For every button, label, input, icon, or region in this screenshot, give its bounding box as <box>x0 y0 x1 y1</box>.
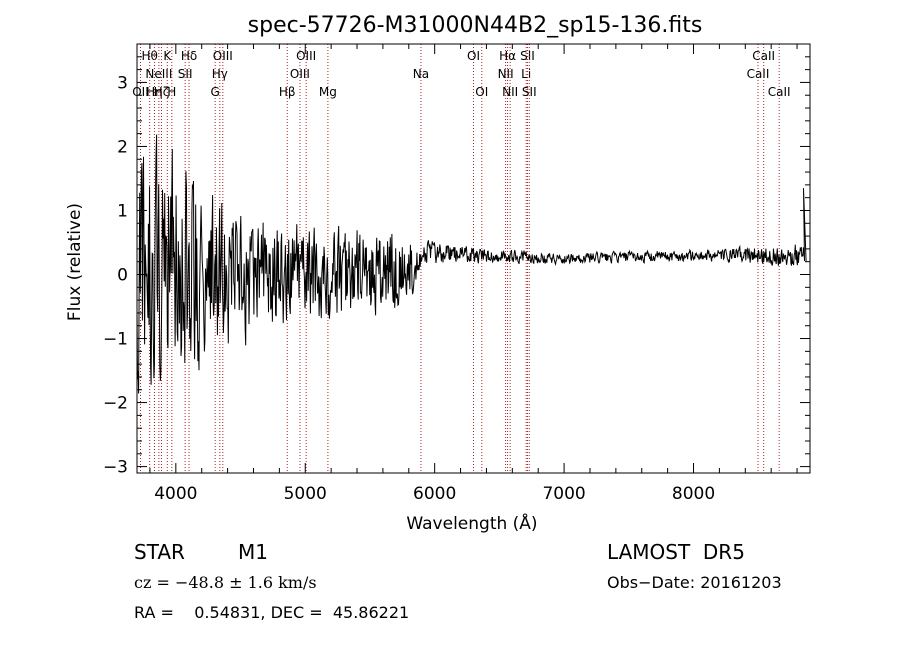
y-tick-label: 2 <box>117 137 128 157</box>
line-label: Na <box>413 67 429 81</box>
y-tick-label: −3 <box>103 458 128 478</box>
y-tick-label: 3 <box>117 73 128 93</box>
line-label: OI <box>475 85 488 99</box>
line-label: NII <box>502 85 518 99</box>
plot-axes: 4000 5000 6000 7000 8000 −3 −2 −1 0 1 2 3 <box>103 43 811 504</box>
x-tick-label: 4000 <box>154 484 197 504</box>
observation-date: Obs−Date: 20161203 <box>607 573 782 592</box>
line-label: Mg <box>319 85 337 99</box>
line-label: OIII <box>213 49 233 63</box>
y-axis-label: Flux (relative) <box>65 203 85 321</box>
line-label: Hγ <box>212 67 228 81</box>
line-label: SII <box>522 85 537 99</box>
line-label: Hζ <box>154 85 170 99</box>
line-label: H <box>167 85 176 99</box>
x-tick-label: 6000 <box>413 484 456 504</box>
line-label: CaII <box>747 67 770 81</box>
line-label: Hβ <box>279 85 296 99</box>
line-label: NeIII <box>145 67 172 81</box>
y-tick-label: 0 <box>117 266 128 286</box>
object-subclass: M1 <box>238 540 268 564</box>
line-label: OIII <box>296 49 316 63</box>
x-tick-label: 8000 <box>672 484 715 504</box>
line-label: Li <box>521 67 531 81</box>
line-label: NII <box>498 67 514 81</box>
line-label: SII <box>178 67 193 81</box>
line-label: OIII <box>290 67 310 81</box>
line-label: Hδ <box>181 49 197 63</box>
redshift-readout: cz = −48.8 ± 1.6 km/s <box>134 573 317 592</box>
line-label: SII <box>520 49 535 63</box>
emission-line-markers: OIIHθHηNeIIIHζKHSIIHδGHγOIIIHβOIIIOIIIMg… <box>132 44 791 473</box>
line-label: Hα <box>499 49 516 63</box>
line-label: Hθ <box>141 49 157 63</box>
line-label: OI <box>467 49 480 63</box>
line-label: OII <box>132 85 149 99</box>
line-label: G <box>211 85 220 99</box>
x-tick-label: 7000 <box>542 484 585 504</box>
y-tick-label: −2 <box>103 394 128 414</box>
x-axis-label: Wavelength (Å) <box>406 512 537 534</box>
line-label: CaII <box>752 49 775 63</box>
spectrum-series <box>136 134 807 394</box>
line-label: CaII <box>768 85 791 99</box>
survey-name: LAMOST DR5 <box>607 540 745 564</box>
chart-title: spec-57726-M31000N44B2_sp15-136.fits <box>248 13 703 38</box>
y-tick-label: 1 <box>117 201 128 221</box>
object-class: STAR <box>134 540 185 564</box>
coordinates-readout: RA = 0.54831, DEC = 45.86221 <box>134 603 410 622</box>
line-label: K <box>163 49 172 63</box>
spectrum-line <box>136 134 807 394</box>
x-tick-label: 5000 <box>284 484 327 504</box>
plot-frame <box>136 43 811 474</box>
y-tick-label: −1 <box>103 330 128 350</box>
